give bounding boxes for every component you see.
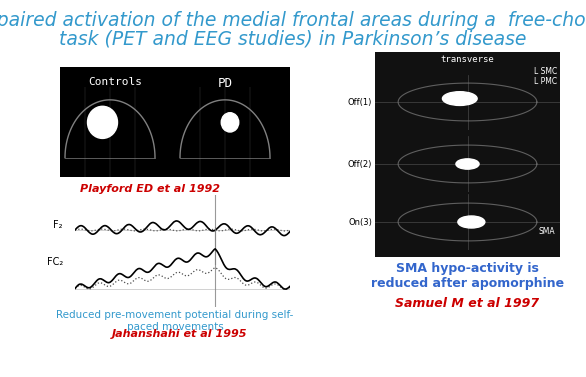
Text: Samuel M et al 1997: Samuel M et al 1997 (396, 297, 540, 310)
Text: Jahanshahi et al 1995: Jahanshahi et al 1995 (113, 329, 248, 339)
Text: Playford ED et al 1992: Playford ED et al 1992 (80, 184, 220, 194)
Ellipse shape (442, 92, 477, 106)
Ellipse shape (222, 113, 239, 132)
Bar (60, 67, 290, 177)
Text: F₂: F₂ (53, 220, 63, 230)
Text: Controls: Controls (88, 77, 142, 87)
Ellipse shape (456, 159, 479, 169)
Ellipse shape (87, 106, 118, 138)
Text: Off(1): Off(1) (347, 98, 372, 106)
Text: On(3): On(3) (348, 218, 372, 227)
Text: Reduced pre-movement potential during self-
paced movements: Reduced pre-movement potential during se… (56, 310, 294, 332)
Text: SMA hypo-activity is
reduced after apomorphine: SMA hypo-activity is reduced after apomo… (371, 262, 564, 290)
Text: L SMC: L SMC (534, 67, 557, 76)
Text: SMA: SMA (539, 227, 555, 236)
Text: PD: PD (217, 77, 233, 90)
Text: Impaired activation of the medial frontal areas during a  free-choice: Impaired activation of the medial fronta… (0, 11, 586, 29)
Text: Off(2): Off(2) (347, 159, 372, 169)
Text: L PMC: L PMC (534, 77, 557, 86)
Ellipse shape (458, 216, 485, 228)
Bar (375, 52, 560, 257)
Text: task (PET and EEG studies) in Parkinson’s disease: task (PET and EEG studies) in Parkinson’… (59, 29, 527, 49)
Text: FC₂: FC₂ (47, 257, 63, 267)
Text: transverse: transverse (441, 55, 495, 64)
